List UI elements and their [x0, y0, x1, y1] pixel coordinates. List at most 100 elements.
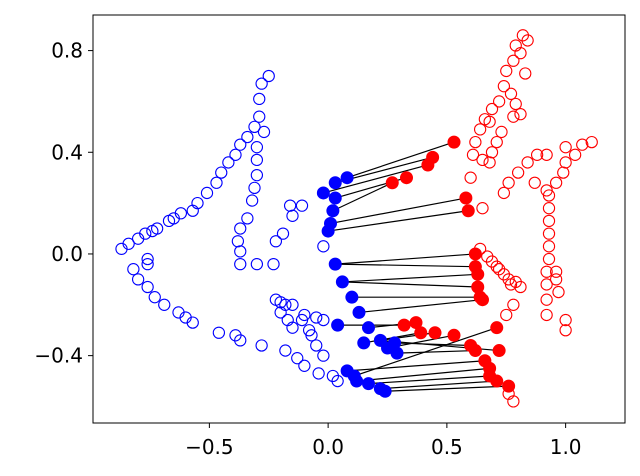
hollow-point: [312, 367, 325, 380]
hollow-point: [540, 308, 553, 322]
hollow-point: [507, 54, 520, 67]
hollow-point: [514, 280, 527, 294]
hollow-point: [191, 196, 204, 210]
x-tick-label: 0.0: [312, 435, 344, 459]
hollow-point: [257, 125, 271, 139]
filled-point: [459, 191, 473, 205]
hollow-point: [540, 293, 553, 306]
hollow-point: [559, 156, 572, 169]
hollow-point: [231, 235, 245, 248]
hollow-point: [131, 273, 145, 286]
hollow-point: [139, 227, 152, 240]
filled-point: [468, 344, 482, 358]
hollow-point: [497, 186, 511, 200]
filled-point: [362, 377, 375, 391]
y-tick-label: 0.0: [51, 242, 83, 266]
filled-point: [421, 158, 435, 172]
hollow-point: [305, 329, 318, 342]
hollow-point: [552, 285, 565, 299]
hollow-point: [310, 339, 323, 352]
hollow-point: [469, 135, 482, 149]
hollow-point: [274, 306, 287, 319]
hollow-point: [267, 257, 280, 271]
connector-line: [346, 141, 455, 179]
hollow-point: [283, 199, 297, 212]
hollow-point: [234, 138, 247, 151]
hollow-point: [150, 222, 164, 235]
hollow-point: [186, 316, 199, 329]
hollow-point: [174, 207, 188, 220]
hollow-point: [127, 263, 140, 276]
connector-line: [330, 197, 466, 225]
connector-line: [335, 263, 476, 268]
hollow-point: [495, 125, 508, 139]
filled-point: [390, 346, 404, 360]
connector-line: [380, 380, 497, 390]
filled-point: [447, 328, 461, 342]
hollow-point: [253, 92, 266, 106]
hollow-point: [331, 374, 344, 388]
marks-layer: [115, 29, 598, 408]
hollow-point: [473, 123, 487, 136]
hollow-point: [148, 291, 161, 304]
hollow-point: [542, 214, 556, 228]
filled-point: [490, 374, 504, 388]
hollow-point: [511, 166, 525, 179]
hollow-point: [279, 344, 292, 357]
hollow-point: [248, 120, 261, 134]
x-tick-label: 1.0: [550, 435, 582, 459]
connector-line: [323, 164, 429, 194]
filled-point: [316, 186, 330, 200]
connector-line: [396, 349, 476, 354]
connector-line: [328, 210, 469, 232]
filled-point: [326, 204, 340, 218]
hollow-point: [234, 222, 247, 235]
connector-line: [342, 273, 478, 283]
hollow-point: [310, 311, 323, 324]
x-tick-label: 0.5: [431, 435, 463, 459]
hollow-point: [540, 148, 553, 161]
hollow-point: [234, 334, 247, 347]
x-tick-label: −0.5: [185, 435, 234, 459]
hollow-point: [141, 252, 154, 266]
hollow-point: [122, 237, 135, 250]
hollow-point: [540, 265, 553, 278]
hollow-point: [210, 176, 223, 189]
hollow-point: [464, 171, 477, 184]
filled-point: [385, 176, 399, 190]
hollow-point: [317, 240, 330, 253]
filled-point: [492, 344, 506, 358]
hollow-point: [514, 46, 527, 60]
hollow-point: [476, 202, 489, 215]
filled-point: [335, 275, 349, 289]
hollow-point: [483, 156, 496, 169]
filled-point: [378, 384, 392, 398]
hollow-point: [298, 308, 311, 322]
plot-frame: [92, 14, 626, 424]
hollow-point: [549, 265, 563, 278]
filled-point: [461, 204, 475, 218]
hollow-point: [559, 141, 572, 154]
hollow-point: [542, 227, 556, 240]
filled-point: [400, 171, 413, 185]
hollow-point: [141, 280, 154, 294]
filled-point: [347, 369, 361, 383]
ticks-layer: −0.5 0.0 0.5 1.0 −0.4 0.0 0.4 0.8: [34, 39, 581, 459]
y-tick-label: −0.4: [34, 344, 83, 368]
hollow-point: [286, 298, 299, 311]
hollow-point: [317, 349, 330, 362]
hollow-point: [507, 298, 520, 311]
connector-line: [356, 367, 490, 382]
hollow-point: [549, 176, 563, 189]
hollow-point: [245, 194, 259, 207]
filled-point: [321, 224, 335, 238]
hollow-point: [255, 77, 268, 90]
hollow-point: [585, 135, 598, 149]
filled-point: [331, 318, 345, 332]
connector-line: [342, 281, 478, 288]
hollow-point: [509, 97, 522, 111]
hollow-point: [317, 313, 330, 327]
hollow-point: [542, 189, 556, 202]
filled-point: [428, 326, 442, 340]
hollow-point: [466, 148, 480, 161]
